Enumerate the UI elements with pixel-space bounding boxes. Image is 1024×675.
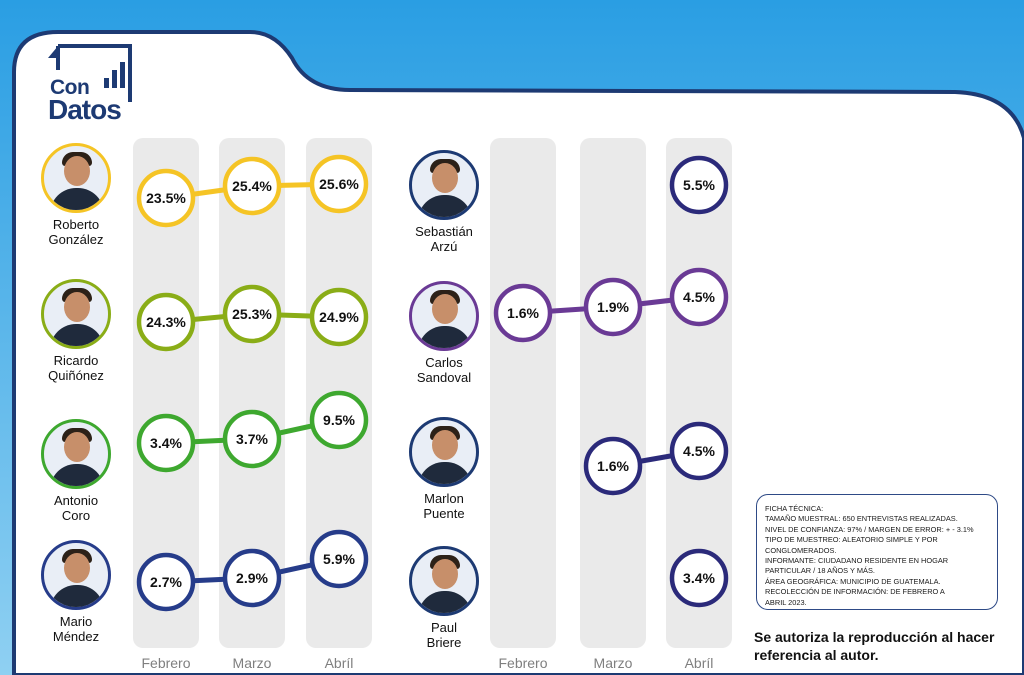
candidate-name: Marlon Puente	[423, 491, 465, 521]
ficha-line: ABRIL 2023.	[765, 597, 807, 607]
data-point	[136, 413, 196, 473]
avatar	[41, 540, 111, 610]
data-point	[136, 552, 196, 612]
data-point	[493, 283, 553, 343]
logo-text-con: Con	[50, 76, 90, 99]
avatar	[409, 281, 479, 351]
ficha-line: PARTICULAR / 18 AÑOS Y MÁS.	[765, 566, 875, 576]
ficha-line: CONGLOMERADOS.	[765, 545, 837, 555]
data-label: 9.5%	[323, 412, 355, 428]
avatar	[41, 419, 111, 489]
ficha-line: NIVEL DE CONFIANZA: 97% / MARGEN DE ERRO…	[765, 524, 974, 534]
candidate-mario-mendez: Mario Méndez	[21, 540, 131, 644]
candidate-ricardo-quinonez: Ricardo Quiñónez	[21, 279, 131, 383]
data-point	[309, 390, 369, 450]
data-label: 2.7%	[150, 574, 182, 590]
data-label: 1.6%	[597, 458, 629, 474]
month-label: Abríl	[685, 655, 714, 671]
data-point	[222, 284, 282, 344]
data-point	[669, 548, 729, 608]
month-column	[580, 138, 646, 648]
candidate-sebastian-arzu: Sebastián Arzú	[389, 150, 499, 254]
data-point	[669, 421, 729, 481]
month-column	[133, 138, 199, 648]
technical-sheet: FICHA TÉCNICA: TAMAÑO MUESTRAL: 650 ENTR…	[756, 494, 998, 610]
candidate-carlos-sandoval: Carlos Sandoval	[389, 281, 499, 385]
data-label: 2.9%	[236, 570, 268, 586]
data-point	[669, 155, 729, 215]
candidate-name: Mario Méndez	[52, 614, 100, 644]
data-label: 3.7%	[236, 431, 268, 447]
data-point	[222, 409, 282, 469]
data-point	[222, 548, 282, 608]
month-label: Febrero	[141, 655, 190, 671]
data-label: 25.4%	[232, 178, 272, 194]
data-point	[669, 267, 729, 327]
candidate-roberto-gonzalez: Roberto González	[21, 143, 131, 247]
candidate-name: Roberto González	[48, 217, 104, 247]
data-label: 25.3%	[232, 306, 272, 322]
month-column	[666, 138, 732, 648]
data-label: 24.9%	[319, 309, 359, 325]
data-point	[222, 156, 282, 216]
data-label: 23.5%	[146, 190, 186, 206]
month-label: Marzo	[594, 655, 633, 671]
candidate-name: Antonio Coro	[53, 493, 99, 523]
data-label: 4.5%	[683, 289, 715, 305]
candidate-name: Sebastián Arzú	[415, 224, 473, 254]
avatar	[41, 143, 111, 213]
ficha-line: TAMAÑO MUESTRAL: 650 ENTREVISTAS REALIZA…	[765, 514, 958, 524]
reproduction-note: Se autoriza la reproducción al hacer ref…	[754, 629, 995, 663]
data-point	[309, 529, 369, 589]
data-label: 24.3%	[146, 314, 186, 330]
data-point	[583, 436, 643, 496]
data-point	[136, 292, 196, 352]
data-point	[136, 168, 196, 228]
data-point	[583, 277, 643, 337]
data-label: 1.6%	[507, 305, 539, 321]
data-label: 3.4%	[150, 435, 182, 451]
data-label: 1.9%	[597, 299, 629, 315]
ficha-line: INFORMANTE: CIUDADANO RESIDENTE EN HOGAR	[765, 556, 949, 566]
candidate-paul-briere: Paul Briere	[389, 546, 499, 650]
data-point	[309, 154, 369, 214]
document-chart-icon	[48, 44, 132, 102]
data-label: 5.5%	[683, 177, 715, 193]
ficha-line: RECOLECCIÓN DE INFORMACIÓN: DE FEBRERO A	[765, 587, 945, 597]
avatar	[41, 279, 111, 349]
month-column	[219, 138, 285, 648]
ficha-line: ÁREA GEOGRÁFICA: MUNICIPIO DE GUATEMALA.	[765, 576, 941, 586]
candidate-name: Ricardo Quiñónez	[48, 353, 104, 383]
month-label: Marzo	[233, 655, 272, 671]
ficha-line: TIPO DE MUESTREO: ALEATORIO SIMPLE Y POR	[765, 535, 938, 545]
data-label: 25.6%	[319, 176, 359, 192]
data-label: 4.5%	[683, 443, 715, 459]
avatar	[409, 150, 479, 220]
data-label: 3.4%	[683, 570, 715, 586]
month-label: Abríl	[325, 655, 354, 671]
data-label: 5.9%	[323, 551, 355, 567]
data-point	[309, 287, 369, 347]
condatos-logo: Con Datos	[44, 42, 150, 128]
candidate-antonio-coro: Antonio Coro	[21, 419, 131, 523]
month-column	[490, 138, 556, 648]
avatar	[409, 417, 479, 487]
month-label: Febrero	[498, 655, 547, 671]
candidate-name: Paul Briere	[426, 620, 462, 650]
candidate-name: Carlos Sandoval	[416, 355, 472, 385]
candidate-marlon-puente: Marlon Puente	[389, 417, 499, 521]
ficha-line: FICHA TÉCNICA:	[765, 504, 824, 513]
avatar	[409, 546, 479, 616]
logo-text-datos: Datos	[48, 94, 122, 125]
